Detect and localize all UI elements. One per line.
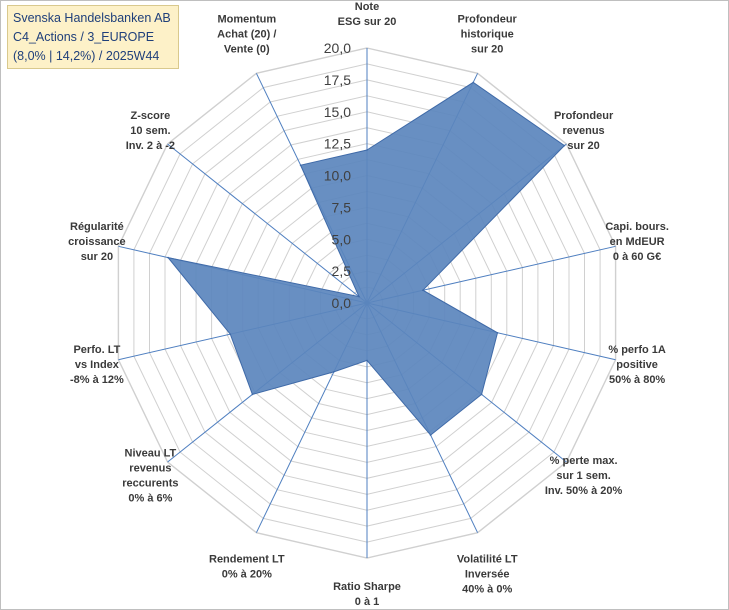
axis-label-line: Ratio Sharpe bbox=[333, 581, 401, 593]
axis-label-line: 10 sem. bbox=[130, 125, 170, 137]
radial-tick-labels: 0,0 2,5 5,0 7,5 10,0 12,5 15,0 17,5 20,0 bbox=[324, 40, 351, 311]
axis-label-6: Volatilité LT Inversée 40% à 0% bbox=[457, 554, 518, 596]
data-point bbox=[366, 359, 368, 362]
axis-label-line: Vente (0) bbox=[224, 43, 270, 55]
axis-label-line: Momentum bbox=[217, 13, 276, 25]
data-point bbox=[422, 289, 424, 292]
tick-label: 12,5 bbox=[324, 136, 351, 152]
axis-label-line: % perte max. bbox=[550, 455, 618, 467]
axis-label-11: Régularité croissance sur 20 bbox=[68, 221, 125, 263]
axis-label-10: Perfo. LT vs Index -8% à 12% bbox=[70, 344, 124, 386]
axis-label-line: historique bbox=[461, 28, 514, 40]
axis-label-line: revenus bbox=[129, 463, 171, 475]
axis-label-line: 0% à 6% bbox=[128, 493, 172, 505]
axis-label-8: Rendement LT 0% à 20% bbox=[209, 554, 285, 581]
chart-title-line-1: Svenska Handelsbanken AB bbox=[13, 11, 171, 25]
axis-label-line: Profondeur bbox=[554, 110, 614, 122]
axis-label-line: revenus bbox=[562, 125, 604, 137]
tick-label: 7,5 bbox=[332, 199, 352, 215]
axis-label-line: 50% à 80% bbox=[609, 374, 665, 386]
data-point bbox=[563, 144, 566, 147]
axis-label-line: sur 20 bbox=[81, 251, 113, 263]
axis-label-line: 0 à 1 bbox=[355, 596, 379, 608]
data-point bbox=[251, 393, 254, 396]
axis-label-9: Niveau LT revenus reccurents 0% à 6% bbox=[122, 448, 178, 505]
axis-label-line: sur 20 bbox=[471, 43, 503, 55]
axis-label-line: Profondeur bbox=[458, 13, 518, 25]
axis-labels: Note ESG sur 20 Profondeur historique sur 20… bbox=[68, 1, 669, 608]
axis-label-line: sur 1 sem. bbox=[556, 470, 610, 482]
axis-label-5: % perte max. sur 1 sem. Inv. 50% à 20% bbox=[545, 455, 623, 497]
axis-label-line: 40% à 0% bbox=[462, 584, 512, 596]
data-point bbox=[496, 332, 499, 334]
axis-label-12: Z-score 10 sem. Inv. 2 à -2 bbox=[126, 110, 175, 152]
axis-label-line: Régularité bbox=[70, 221, 124, 233]
axis-label-line: sur 20 bbox=[567, 140, 599, 152]
axis-label-line: -8% à 12% bbox=[70, 374, 124, 386]
data-point bbox=[299, 164, 302, 166]
axis-label-line: Z-score bbox=[131, 110, 171, 122]
axis-label-line: Rendement LT bbox=[209, 554, 285, 566]
axis-label-line: Note bbox=[355, 1, 379, 13]
data-point bbox=[167, 256, 169, 259]
tick-label: 2,5 bbox=[332, 263, 352, 279]
tick-label: 5,0 bbox=[332, 231, 352, 247]
tick-label: 15,0 bbox=[324, 104, 351, 120]
tick-label: 20,0 bbox=[324, 40, 351, 56]
axis-label-13: Momentum Achat (20) / Vente (0) bbox=[217, 13, 276, 55]
axis-label-line: Inversée bbox=[465, 569, 510, 581]
data-point bbox=[229, 333, 232, 336]
axis-label-line: 0 à 60 G€ bbox=[613, 251, 661, 263]
data-point bbox=[429, 434, 432, 436]
data-point bbox=[472, 81, 475, 84]
axis-label-4: % perfo 1A positive 50% à 80% bbox=[608, 344, 666, 386]
chart-title-box: Svenska Handelsbanken AB C4_Actions / 3_… bbox=[7, 5, 179, 69]
data-point bbox=[480, 393, 483, 396]
data-point bbox=[358, 295, 360, 298]
axis-label-line: Volatilité LT bbox=[457, 554, 518, 566]
axis-label-0: Note ESG sur 20 bbox=[338, 1, 397, 28]
axis-label-line: Capi. bours. bbox=[605, 221, 669, 233]
axis-label-line: positive bbox=[616, 359, 658, 371]
data-point bbox=[366, 149, 368, 151]
axis-label-2: Profondeur revenus sur 20 bbox=[554, 110, 614, 152]
axis-label-7: Ratio Sharpe 0 à 1 bbox=[333, 581, 401, 608]
tick-label: 17,5 bbox=[324, 72, 351, 88]
axis-label-line: vs Index bbox=[75, 359, 120, 371]
tick-label: 0,0 bbox=[332, 295, 352, 311]
axis-label-line: Inv. 50% à 20% bbox=[545, 485, 623, 497]
chart-title-line-3: (8,0% | 14,2%) / 2025W44 bbox=[13, 49, 160, 63]
axis-label-line: croissance bbox=[68, 236, 125, 248]
axis-spoke bbox=[167, 143, 368, 304]
axis-label-line: ESG sur 20 bbox=[338, 16, 397, 28]
axis-label-1: Profondeur historique sur 20 bbox=[458, 13, 518, 55]
axis-label-line: 0% à 20% bbox=[222, 569, 272, 581]
axis-label-line: Inv. 2 à -2 bbox=[126, 140, 175, 152]
axis-label-line: Niveau LT bbox=[125, 448, 177, 460]
tick-label: 10,0 bbox=[324, 168, 351, 184]
chart-title-line-2: C4_Actions / 3_EUROPE bbox=[13, 30, 155, 44]
data-point bbox=[333, 371, 335, 373]
axis-label-line: reccurents bbox=[122, 478, 178, 490]
axis-label-line: % perfo 1A bbox=[608, 344, 666, 356]
axis-label-3: Capi. bours. en MdEUR 0 à 60 G€ bbox=[605, 221, 669, 263]
axis-label-line: en MdEUR bbox=[610, 236, 665, 248]
radar-series-area bbox=[166, 81, 566, 436]
axis-label-line: Achat (20) / bbox=[217, 28, 276, 40]
axis-label-line: Perfo. LT bbox=[73, 344, 120, 356]
